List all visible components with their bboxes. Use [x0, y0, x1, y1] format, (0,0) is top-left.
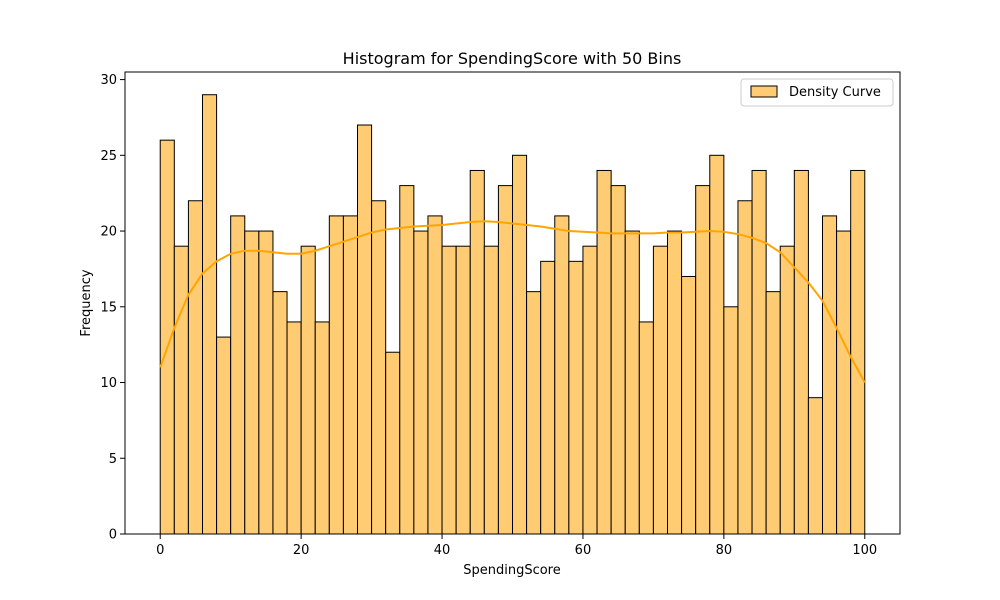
histogram-bar — [582, 245, 598, 535]
legend-box — [740, 78, 894, 107]
histogram-bar — [793, 169, 809, 535]
histogram-bar — [187, 200, 203, 535]
histogram-bar — [540, 260, 556, 535]
y-tick-label: 10 — [100, 376, 117, 391]
density-curve — [159, 220, 866, 384]
histogram-bar — [751, 169, 767, 535]
histogram-bar — [342, 215, 358, 535]
histogram-bar — [695, 185, 711, 535]
x-tick-label: 80 — [716, 543, 733, 558]
y-axis-ticks: 0 5 10 15 20 25 30 — [100, 73, 125, 543]
x-tick-label: 20 — [293, 543, 310, 558]
histogram-bar — [314, 321, 330, 535]
y-tick-label: 20 — [100, 225, 117, 240]
y-tick-label: 30 — [100, 73, 117, 88]
histogram-bar — [230, 215, 246, 535]
histogram-bar — [765, 291, 781, 535]
histogram-bar — [357, 124, 373, 535]
histogram-bar — [850, 169, 866, 535]
y-axis-label: Frequency — [79, 269, 94, 336]
histogram-bar — [328, 215, 344, 535]
histogram-bar — [159, 139, 175, 535]
histogram-bar — [652, 245, 669, 535]
legend-entry-label: Density Curve — [789, 85, 881, 100]
histogram-bar — [723, 306, 739, 535]
histogram-bar — [202, 94, 218, 535]
histogram-bar — [737, 200, 753, 535]
x-tick-label: 60 — [575, 543, 592, 558]
x-axis-ticks: 0 20 40 60 80 100 — [156, 534, 877, 558]
histogram-bar — [610, 185, 626, 535]
histogram-bar — [512, 154, 528, 535]
histogram-bar — [779, 245, 795, 535]
histogram-bar — [258, 230, 274, 535]
histogram-bar — [624, 230, 640, 535]
histogram-bar — [385, 351, 401, 535]
histogram-bar — [272, 291, 288, 535]
bars-group — [159, 94, 866, 535]
histogram-bar — [173, 245, 189, 535]
histogram-bar — [681, 275, 697, 535]
histogram-bar — [497, 185, 513, 535]
histogram-bar — [483, 245, 499, 535]
histogram-bar — [441, 245, 457, 535]
histogram-bar — [638, 321, 654, 535]
histogram-bar — [371, 200, 387, 535]
y-tick-label: 25 — [100, 149, 117, 164]
y-tick-label: 5 — [109, 452, 117, 467]
histogram-bar — [709, 154, 725, 535]
y-tick-label: 15 — [100, 300, 117, 315]
histogram-bar — [667, 230, 683, 535]
histogram-bar — [244, 230, 260, 535]
histogram-bar — [300, 245, 316, 535]
chart-title: Histogram for SpendingScore with 50 Bins — [343, 49, 682, 68]
histogram-bar — [427, 215, 443, 535]
x-tick-label: 40 — [434, 543, 451, 558]
histogram-bar — [455, 245, 471, 535]
plot-frame — [124, 71, 901, 535]
histogram-bar — [568, 260, 584, 535]
legend-swatch — [750, 85, 778, 98]
histogram-bar — [807, 397, 824, 535]
histogram-bar — [399, 185, 415, 535]
histogram-bar — [526, 291, 542, 535]
x-tick-label: 0 — [156, 543, 164, 558]
y-tick-label: 0 — [109, 528, 117, 543]
x-tick-label: 100 — [852, 543, 877, 558]
histogram-bar — [286, 321, 302, 535]
x-axis-label: SpendingScore — [463, 563, 561, 578]
histogram-bar — [216, 336, 232, 535]
legend: Density Curve — [740, 78, 894, 107]
histogram-bar — [836, 230, 852, 535]
histogram-bar — [554, 215, 570, 535]
histogram-bar — [822, 215, 838, 535]
histogram-bar — [413, 230, 429, 535]
histogram-bar — [596, 169, 612, 535]
histogram-bar — [469, 169, 485, 535]
